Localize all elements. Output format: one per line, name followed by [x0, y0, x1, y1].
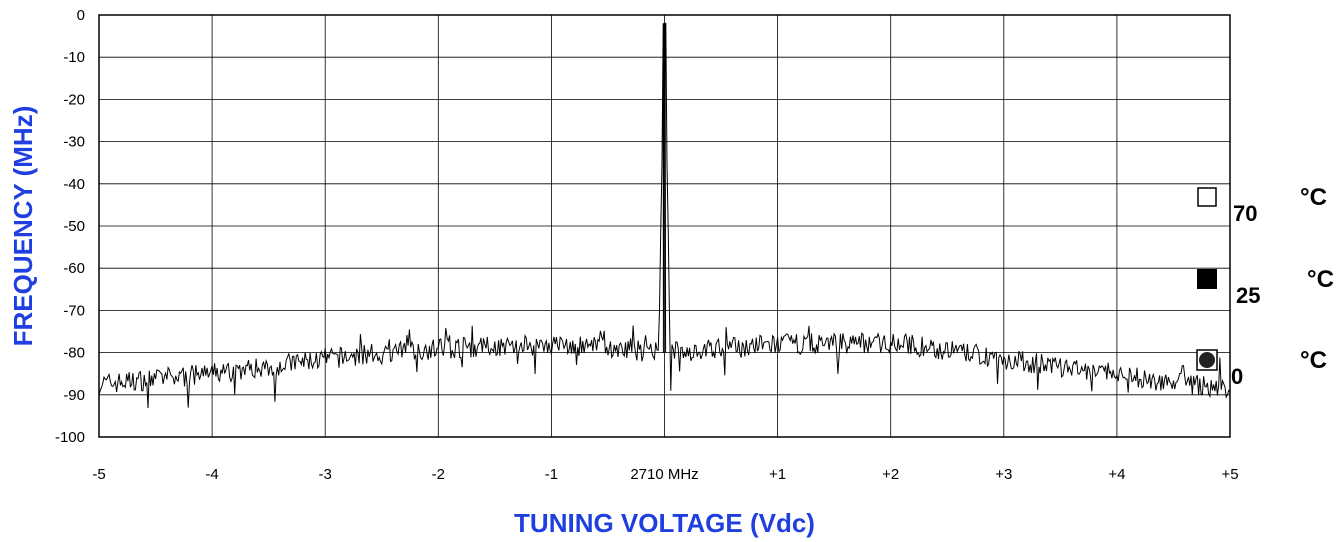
legend-label: 70: [1233, 201, 1257, 226]
legend-item: 70 °C: [1197, 184, 1327, 226]
legend-label: 0: [1231, 364, 1243, 389]
y-tick-label: -10: [63, 49, 85, 66]
y-tick-label: -90: [63, 387, 85, 404]
legend: 70 °C 25 °C 0 °C: [1196, 184, 1334, 389]
y-tick-label: -20: [63, 91, 85, 108]
filled-square-marker: [1197, 269, 1217, 289]
legend-label: 25: [1236, 283, 1260, 308]
y-tick-label: -30: [63, 134, 85, 151]
circle-marker: [1199, 352, 1215, 368]
x-tick-label: 2710 MHz: [630, 466, 698, 483]
y-tick-label: 0: [77, 7, 85, 24]
x-tick-label: +2: [882, 466, 899, 483]
legend-unit: °C: [1300, 347, 1327, 374]
y-tick-label: -70: [63, 302, 85, 319]
x-tick-label: +3: [995, 466, 1012, 483]
y-axis-title: FREQUENCY (MHz): [8, 106, 38, 347]
x-tick-labels: -5 -4 -3 -2 -1 2710 MHz +1 +2 +3 +4 +5: [92, 466, 1238, 483]
x-tick-label: +1: [769, 466, 786, 483]
y-tick-labels: 0 -10 -20 -30 -40 -50 -60 -70 -80 -90 -100: [55, 7, 85, 446]
x-tick-label: +4: [1108, 466, 1125, 483]
legend-item: 25 °C: [1197, 266, 1334, 308]
x-tick-label: -2: [432, 466, 445, 483]
y-tick-label: -40: [63, 176, 85, 193]
legend-unit: °C: [1307, 266, 1334, 293]
x-axis-title: TUNING VOLTAGE (Vdc): [514, 508, 815, 538]
series-line: [98, 22, 1231, 409]
y-tick-label: -50: [63, 218, 85, 235]
y-tick-label: -100: [55, 429, 85, 446]
x-tick-label: -4: [205, 466, 218, 483]
x-tick-label: -1: [545, 466, 558, 483]
x-tick-label: +5: [1221, 466, 1238, 483]
plot-frame: [98, 14, 1231, 438]
legend-unit: °C: [1300, 184, 1327, 211]
x-tick-label: -3: [319, 466, 332, 483]
open-square-marker: [1197, 187, 1217, 207]
legend-item: 0 °C: [1196, 347, 1327, 389]
y-tick-label: -80: [63, 345, 85, 362]
y-tick-label: -60: [63, 260, 85, 277]
x-tick-label: -5: [92, 466, 105, 483]
